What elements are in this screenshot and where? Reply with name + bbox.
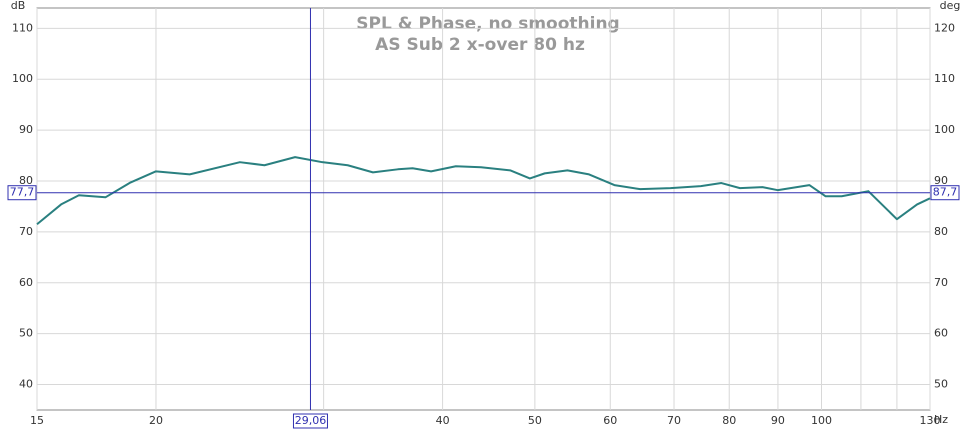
- cursor-y-label: 77,7: [10, 186, 35, 199]
- x-tick-label: 50: [528, 414, 542, 427]
- y2-tick-label: 120: [934, 21, 955, 34]
- x-tick-label: 130: [920, 414, 941, 427]
- y2-tick-label: 90: [934, 174, 948, 187]
- y2-tick-label: 100: [934, 123, 955, 136]
- cursor-y2-label: 87,7: [933, 186, 958, 199]
- x-tick-label: 70: [667, 414, 681, 427]
- cursor-y2-label-box: [930, 185, 960, 201]
- cursor-x-label-box: [292, 413, 328, 429]
- x-tick-label: 20: [149, 414, 163, 427]
- x-tick-label: 80: [722, 414, 736, 427]
- y2-tick-label: 50: [934, 378, 948, 391]
- y-tick-label: 100: [12, 72, 33, 85]
- cursor-y-label-box: [7, 185, 37, 201]
- y-tick-label: 50: [19, 327, 33, 340]
- y-tick-label: 60: [19, 276, 33, 289]
- x-tick-label: 15: [30, 414, 44, 427]
- x-tick-label: 60: [603, 414, 617, 427]
- y-unit: dB: [11, 0, 26, 12]
- chart-title: SPL & Phase, no smoothing: [356, 14, 619, 34]
- x-tick-label: 100: [811, 414, 832, 427]
- y-tick-label: 90: [19, 123, 33, 136]
- y2-tick-label: 60: [934, 327, 948, 340]
- x-tick-label: 40: [436, 414, 450, 427]
- chart-subtitle: AS Sub 2 x-over 80 hz: [375, 35, 585, 55]
- y2-tick-label: 70: [934, 276, 948, 289]
- y-tick-label: 40: [19, 378, 33, 391]
- y2-tick-label: 110: [934, 72, 955, 85]
- y-tick-label: 70: [19, 225, 33, 238]
- spl-line: [36, 156, 931, 226]
- x-tick-label: 90: [771, 414, 785, 427]
- x-unit: Hz: [934, 413, 948, 426]
- y-tick-label: 80: [19, 174, 33, 187]
- y2-unit: deg: [940, 0, 961, 12]
- y2-tick-label: 80: [934, 225, 948, 238]
- plot-frame: [36, 7, 931, 411]
- y-tick-label: 110: [12, 21, 33, 34]
- cursor-x-label: 29,06: [295, 414, 327, 427]
